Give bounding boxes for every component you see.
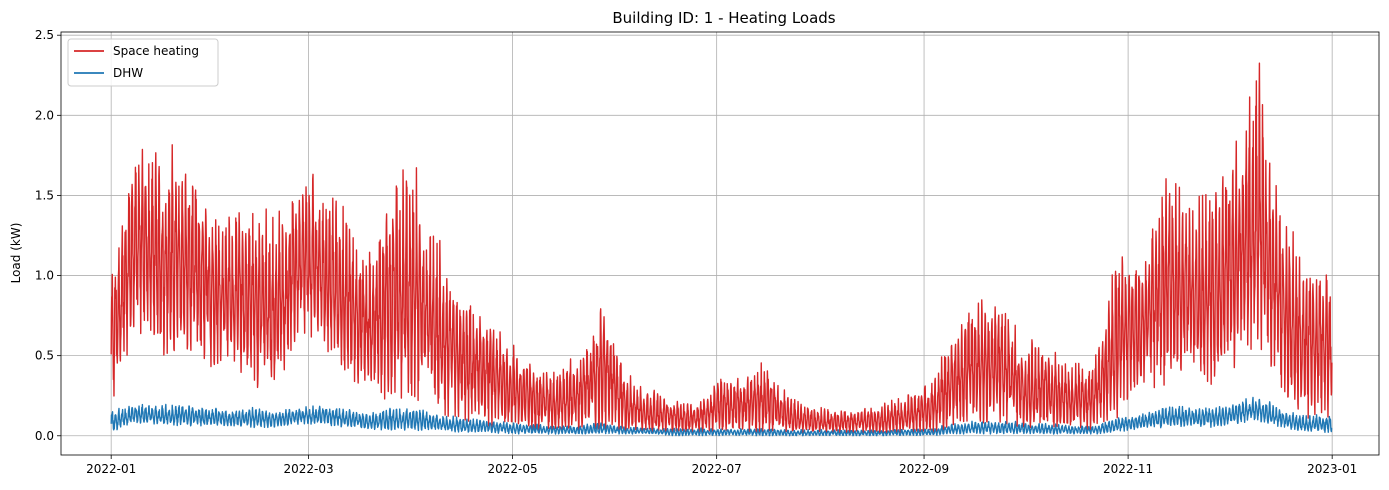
y-tick-label: 0.5 xyxy=(35,349,54,363)
x-tick-label: 2022-11 xyxy=(1103,462,1153,476)
plot-frame xyxy=(60,31,1380,456)
legend-label-dhw: DHW xyxy=(113,66,143,80)
legend-label-space-heating: Space heating xyxy=(113,44,199,58)
legend: Space heating DHW xyxy=(67,38,219,87)
y-axis-label: Load (kW) xyxy=(9,223,23,284)
y-tick-label: 0.0 xyxy=(35,429,54,443)
x-tick-label: 2022-03 xyxy=(283,462,333,476)
y-tick-label: 1.0 xyxy=(35,269,54,283)
y-tick-label: 2.0 xyxy=(35,108,54,122)
x-tick-label: 2022-07 xyxy=(692,462,742,476)
x-tick-label: 2023-01 xyxy=(1307,462,1357,476)
x-tick-label: 2022-09 xyxy=(899,462,949,476)
ticks: 2022-01 2022-03 2022-05 2022-07 2022-09 2022-… xyxy=(35,28,1357,476)
y-tick-label: 1.5 xyxy=(35,188,54,202)
x-tick-label: 2022-05 xyxy=(488,462,538,476)
y-tick-label: 2.5 xyxy=(35,28,54,42)
legend-box xyxy=(67,38,219,87)
axes xyxy=(60,31,1380,456)
x-tick-label: 2022-01 xyxy=(86,462,136,476)
series-line-space-heating xyxy=(110,62,1333,435)
chart-title: Building ID: 1 - Heating Loads xyxy=(612,9,835,27)
series-layer xyxy=(110,62,1333,437)
series-line-dhw xyxy=(110,396,1333,437)
